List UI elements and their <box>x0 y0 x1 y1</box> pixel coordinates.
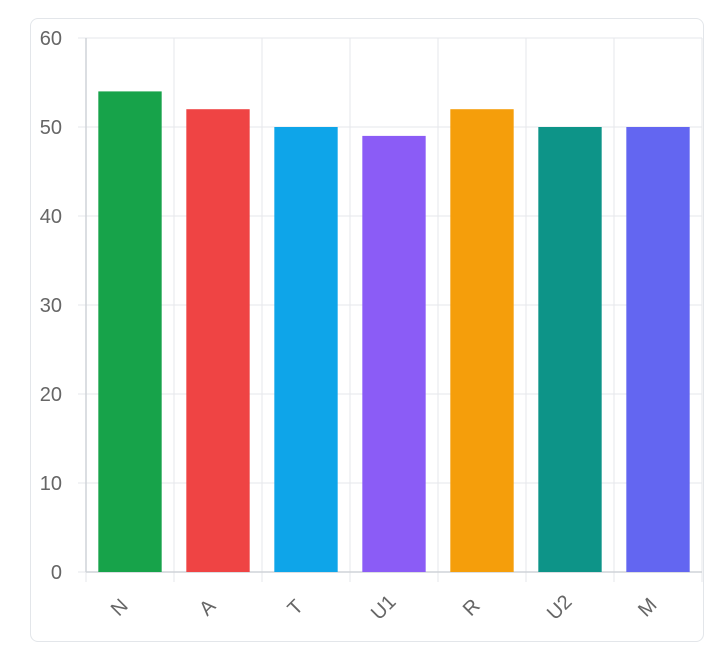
x-tick-label: R <box>459 595 485 621</box>
y-tick-label: 50 <box>40 117 62 139</box>
bar-t <box>274 127 338 572</box>
y-tick-label: 10 <box>40 473 62 495</box>
bar-a <box>186 109 250 572</box>
x-tick-label: M <box>634 594 661 621</box>
y-tick-label: 60 <box>40 28 62 50</box>
y-axis-labels: 0 10 20 30 40 50 60 <box>40 28 62 584</box>
x-tick-label: N <box>107 595 133 621</box>
bar-m <box>626 127 690 572</box>
chart-bars <box>98 91 690 573</box>
x-axis-labels: N A T U1 R U2 M <box>107 591 662 625</box>
y-tick-label: 20 <box>40 384 62 406</box>
bar-r <box>450 109 514 572</box>
y-tick-label: 0 <box>51 562 62 584</box>
x-tick-label: T <box>284 596 308 620</box>
y-tick-label: 30 <box>40 295 62 317</box>
x-tick-label: U1 <box>367 591 401 625</box>
x-tick-label: A <box>195 595 220 620</box>
bar-u1 <box>362 135 426 572</box>
y-tick-label: 40 <box>40 206 62 228</box>
x-tick-label: U2 <box>543 591 577 625</box>
bar-n <box>98 91 162 573</box>
bar-u2 <box>538 127 602 572</box>
